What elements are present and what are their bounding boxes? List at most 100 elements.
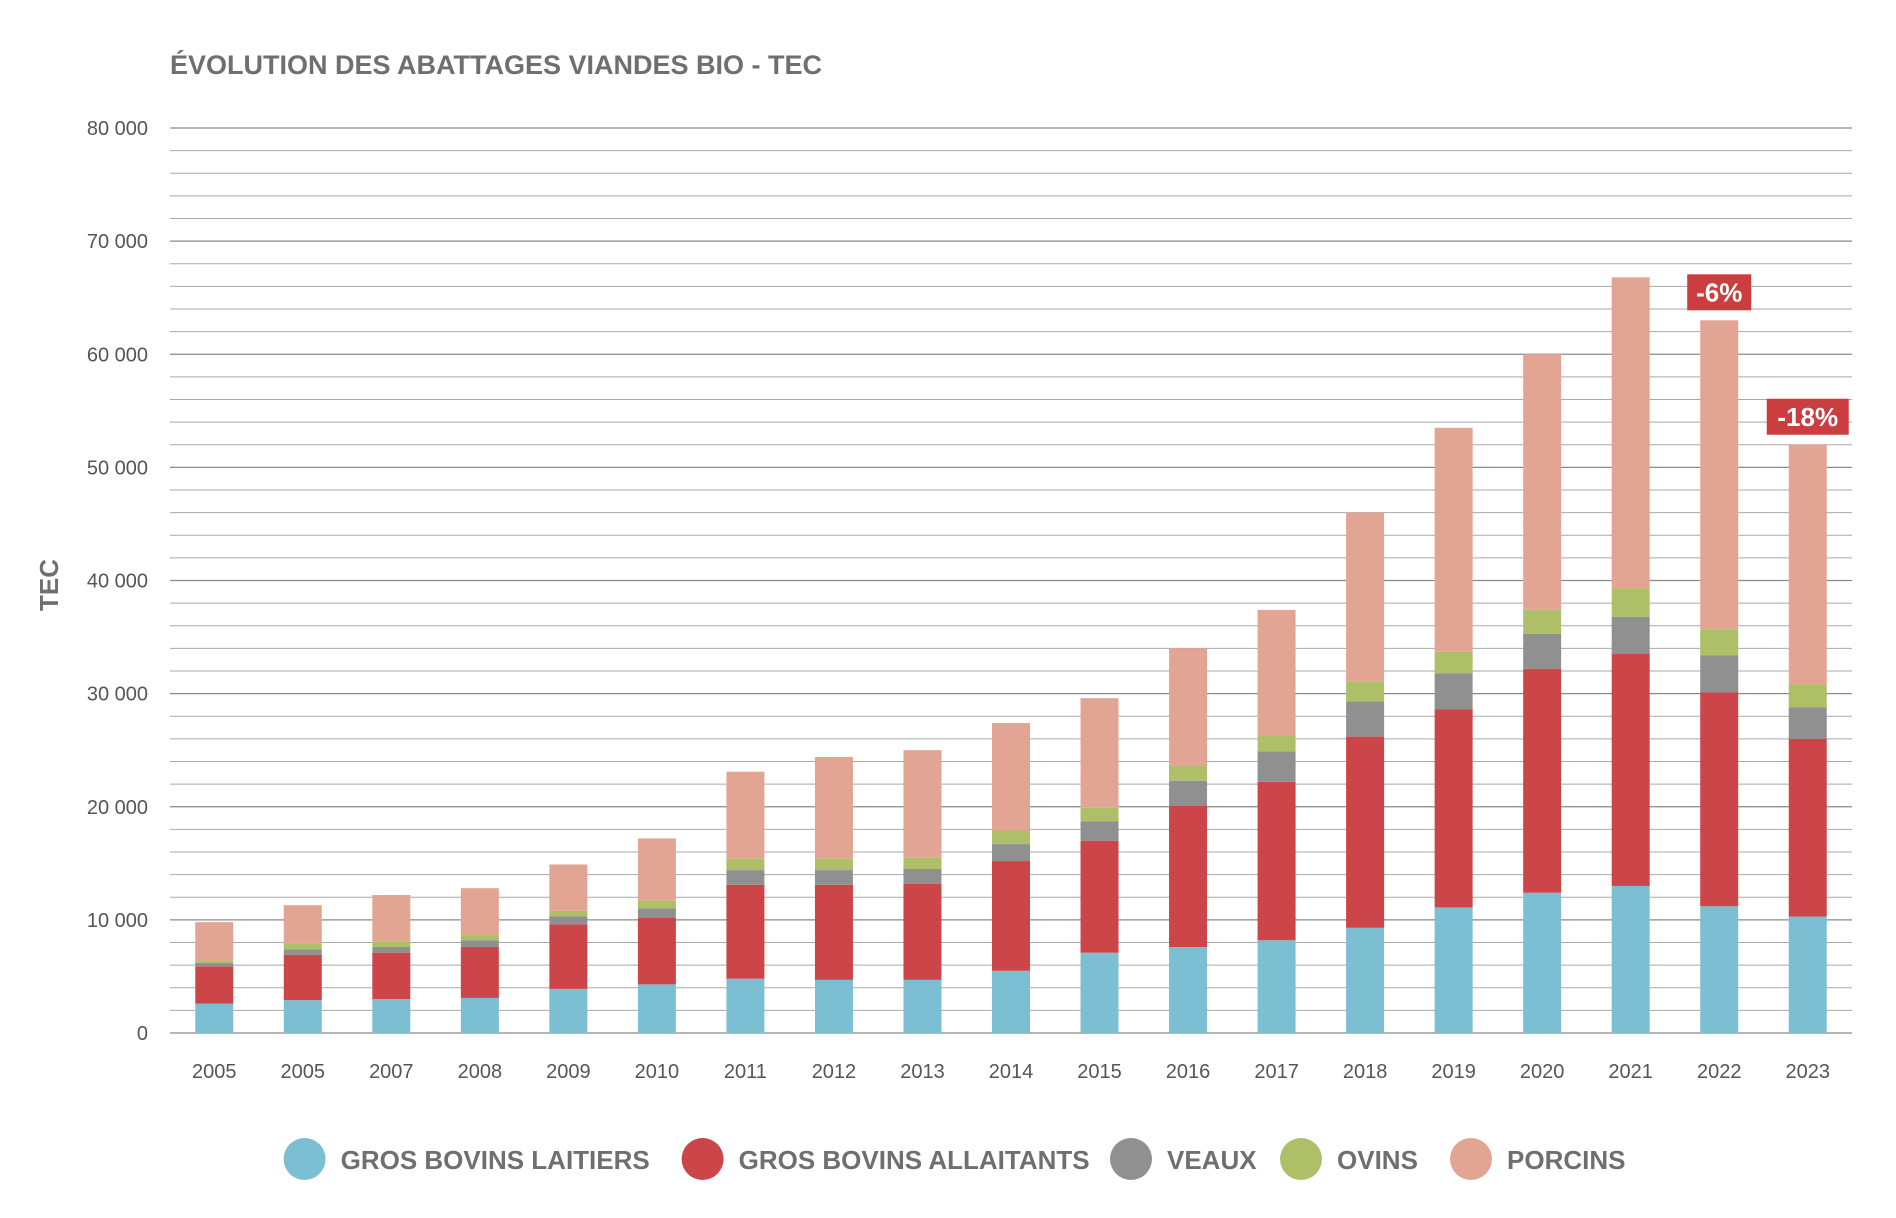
bar-segment-ovins — [1346, 681, 1385, 702]
bar-segment-veaux — [726, 870, 765, 885]
bar-segment-gros-bovins-allaitants — [1257, 781, 1296, 941]
x-tick-label: 2012 — [812, 1061, 857, 1083]
bar-segment-veaux — [814, 870, 853, 885]
bar-segment-ovins — [283, 943, 322, 950]
legend-swatch — [1110, 1138, 1152, 1180]
bar-segment-porcins — [372, 894, 411, 942]
x-tick-label: 2020 — [1520, 1061, 1565, 1083]
x-tick-label: 2009 — [546, 1061, 591, 1083]
bar-segment-veaux — [1788, 707, 1827, 739]
bar-segment-ovins — [814, 858, 853, 871]
bar-segment-gros-bovins-allaitants — [1169, 805, 1208, 948]
bar-segment-porcins — [1080, 698, 1119, 808]
bar-segment-veaux — [195, 962, 234, 967]
bar-segment-gros-bovins-allaitants — [992, 861, 1030, 971]
bar-segment-gros-bovins-laitiers — [372, 999, 411, 1033]
annotation-badge — [1687, 274, 1752, 311]
bar-segment-porcins — [814, 756, 853, 859]
x-tick-label: 2014 — [989, 1061, 1034, 1083]
bar-segment-porcins — [283, 905, 322, 944]
bar-segment-veaux — [1257, 751, 1296, 782]
x-tick-label: 2008 — [458, 1061, 503, 1083]
x-tick-label: 2005 — [281, 1061, 326, 1083]
x-tick-label: 2019 — [1431, 1061, 1476, 1083]
x-tick-label: 2022 — [1697, 1061, 1742, 1083]
bar-segment-veaux — [637, 908, 676, 918]
bar-segment-ovins — [1257, 735, 1296, 752]
annotation-label: -18% — [1777, 402, 1838, 432]
bar-segment-gros-bovins-laitiers — [992, 970, 1030, 1033]
bar-segment-ovins — [195, 960, 234, 963]
bar-segment-gros-bovins-allaitants — [1080, 840, 1119, 953]
legend-label: OVINS — [1337, 1145, 1418, 1175]
legend: GROS BOVINS LAITIERS GROS BOVINS ALLAITAN… — [283, 1138, 1625, 1180]
bar-segment-gros-bovins-laitiers — [1346, 927, 1385, 1033]
bar-segment-porcins — [1611, 277, 1650, 589]
bar-segment-porcins — [1700, 320, 1739, 630]
bar-segment-veaux — [549, 916, 588, 925]
bar-segment-ovins — [1080, 807, 1119, 822]
x-tick-label: 2010 — [635, 1061, 680, 1083]
x-tick-label: 2013 — [900, 1061, 945, 1083]
bar-segment-ovins — [1523, 609, 1562, 634]
bar-segment-gros-bovins-allaitants — [1788, 738, 1827, 917]
bar-segment-gros-bovins-laitiers — [1611, 885, 1650, 1033]
bar-segment-gros-bovins-laitiers — [1523, 892, 1562, 1033]
x-tick-label: 2007 — [369, 1061, 414, 1083]
legend-swatch — [1450, 1138, 1492, 1180]
bar-segment-veaux — [1611, 616, 1650, 655]
bar-segment-veaux — [1700, 655, 1739, 693]
bar-segment-veaux — [903, 868, 942, 884]
bar-segment-veaux — [372, 947, 411, 953]
legend-label: GROS BOVINS ALLAITANTS — [739, 1145, 1090, 1175]
bar-segment-porcins — [1523, 354, 1562, 610]
bar-segment-veaux — [992, 844, 1030, 862]
bar-segment-gros-bovins-laitiers — [549, 988, 588, 1033]
bar-segment-gros-bovins-allaitants — [1434, 709, 1473, 908]
x-axis-ticks: 2005 2005 2007 2008 2009 2010 2011 2012 2013 2014… — [192, 1061, 1830, 1083]
bar-segment-gros-bovins-laitiers — [903, 979, 942, 1033]
bar-segment-gros-bovins-laitiers — [195, 1003, 234, 1033]
bar-segment-gros-bovins-allaitants — [1346, 736, 1385, 928]
bars — [195, 277, 1827, 1033]
y-tick-label: 40 000 — [87, 571, 148, 593]
bar-segment-gros-bovins-allaitants — [726, 884, 765, 979]
y-tick-label: 50 000 — [87, 457, 148, 479]
bar-segment-porcins — [195, 922, 234, 961]
bar-segment-porcins — [726, 771, 765, 859]
y-tick-label: 70 000 — [87, 231, 148, 253]
bar-segment-gros-bovins-allaitants — [549, 924, 588, 989]
bar-segment-ovins — [372, 941, 411, 948]
legend-label: PORCINS — [1507, 1145, 1625, 1175]
bar-segment-veaux — [1169, 780, 1208, 806]
bar-segment-gros-bovins-laitiers — [1788, 916, 1827, 1033]
y-tick-label: 30 000 — [87, 684, 148, 706]
bar-segment-gros-bovins-allaitants — [283, 954, 322, 1001]
x-tick-label: 2021 — [1608, 1061, 1653, 1083]
bar-segment-ovins — [1434, 651, 1473, 674]
bar-segment-gros-bovins-laitiers — [283, 1000, 322, 1033]
bar-segment-gros-bovins-allaitants — [903, 883, 942, 980]
x-tick-label: 2016 — [1166, 1061, 1211, 1083]
y-tick-label: 60 000 — [87, 344, 148, 366]
y-axis-label: TEC — [34, 559, 64, 611]
bar-segment-ovins — [992, 830, 1030, 845]
bar-segment-gros-bovins-laitiers — [1700, 906, 1739, 1033]
legend-swatch — [681, 1138, 724, 1180]
bar-segment-porcins — [1346, 512, 1385, 682]
bar-segment-veaux — [460, 940, 499, 948]
annotations: -6% -18% — [1687, 274, 1849, 435]
bar-segment-porcins — [992, 723, 1030, 831]
bar-segment-porcins — [549, 864, 588, 911]
bar-segment-gros-bovins-allaitants — [1523, 668, 1562, 893]
y-tick-label: 0 — [137, 1023, 148, 1045]
bar-segment-ovins — [1700, 629, 1739, 656]
bar-segment-gros-bovins-laitiers — [1080, 952, 1119, 1033]
bar-segment-porcins — [1169, 648, 1208, 767]
y-axis-ticks: 0 10 000 20 000 30 000 40 000 50 000 60 000 70 … — [87, 118, 148, 1045]
bar-segment-gros-bovins-allaitants — [637, 917, 676, 985]
x-tick-label: 2005 — [192, 1061, 237, 1083]
x-tick-label: 2018 — [1343, 1061, 1388, 1083]
bar-segment-veaux — [1346, 701, 1385, 737]
